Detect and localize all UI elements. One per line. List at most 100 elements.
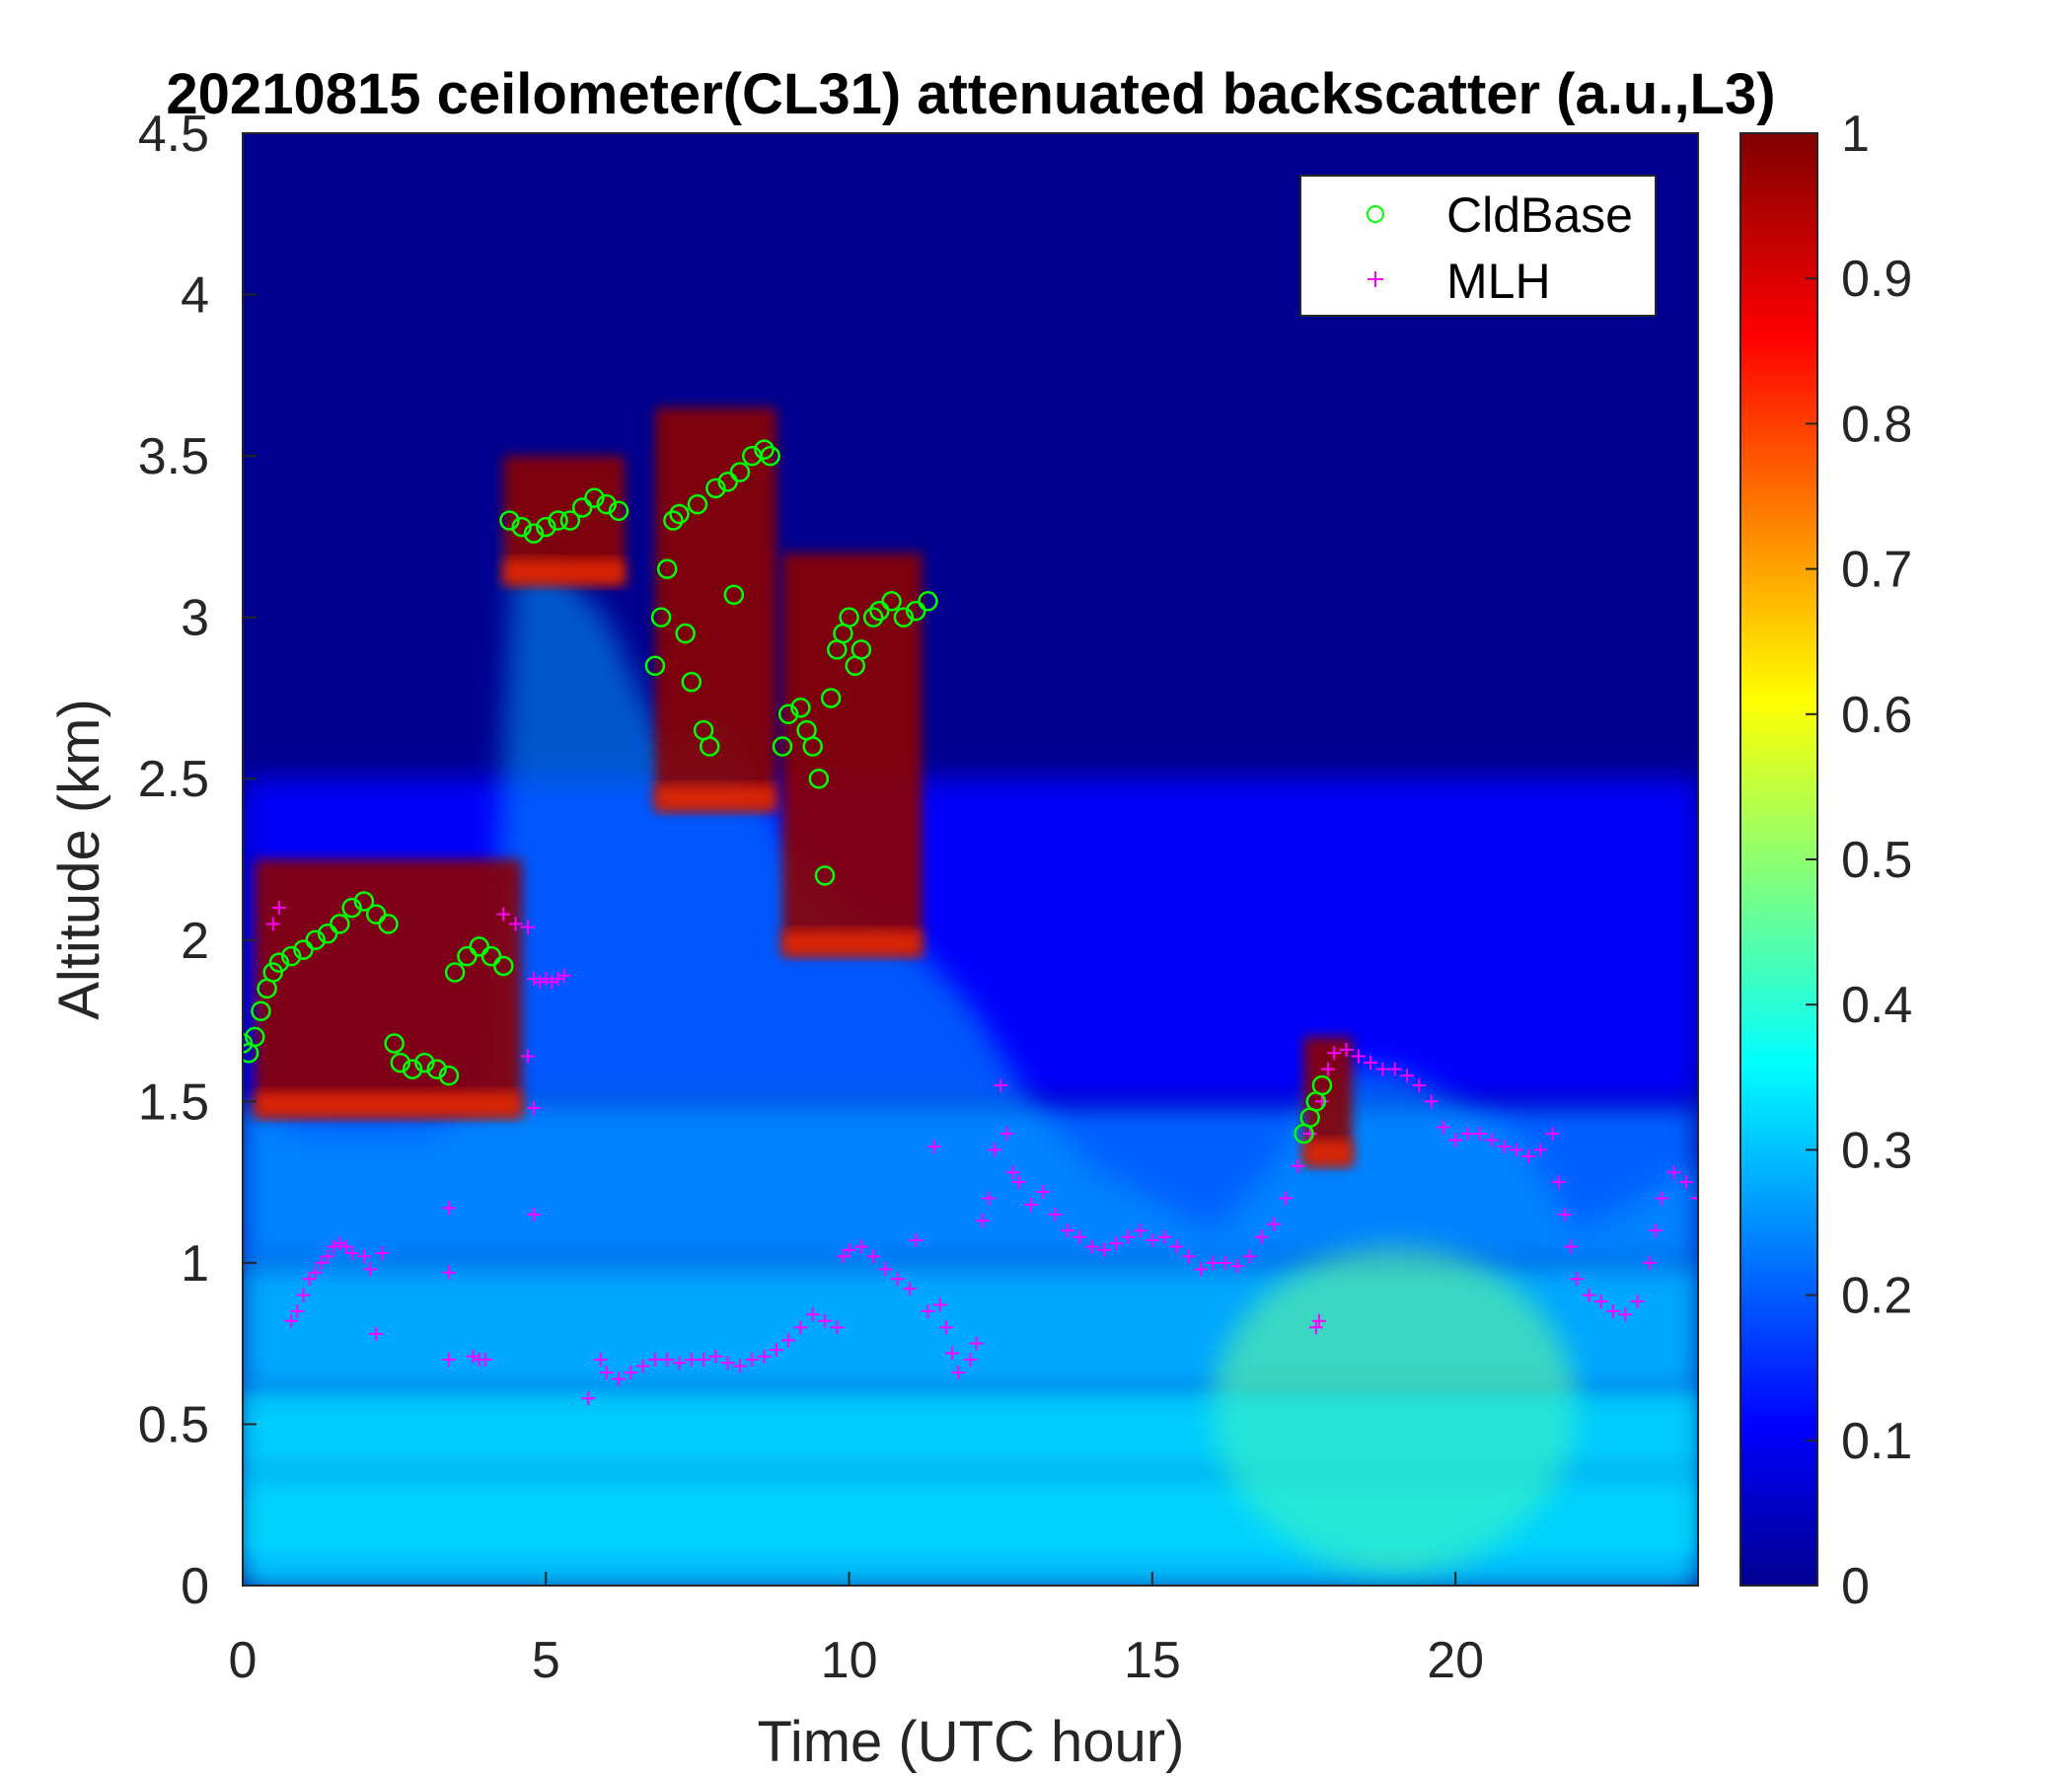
mlh-point [757, 1349, 772, 1364]
mlh-point [624, 1366, 638, 1380]
cldbase-point [839, 607, 859, 628]
mlh-point [1630, 1295, 1645, 1309]
mlh-point [963, 1353, 978, 1368]
y-tick-label: 1.5 [138, 1073, 209, 1131]
x-tick-label: 15 [1124, 1632, 1181, 1689]
mlh-point [478, 1353, 492, 1368]
mlh-point [1279, 1191, 1294, 1206]
cldbase-point [723, 584, 745, 606]
cldbase-point [814, 865, 836, 886]
cldbase-point [699, 736, 720, 757]
mlh-point [556, 968, 571, 983]
mlh-point [769, 1343, 783, 1358]
cldbase-point [402, 1059, 423, 1079]
colorbar-tick-label: 0.3 [1841, 1122, 1912, 1179]
mlh-point [932, 1297, 947, 1312]
cloud-echo [781, 553, 923, 957]
cldbase-point [559, 510, 581, 531]
cldbase-point [675, 623, 696, 644]
mlh-point [1266, 1217, 1281, 1231]
mlh-point [938, 1320, 953, 1335]
mlh-point [1545, 1127, 1560, 1142]
y-tick-label: 4 [181, 267, 209, 325]
mlh-point [1387, 1062, 1402, 1076]
plot-frame [242, 132, 1699, 1587]
mlh-point [338, 1239, 353, 1254]
mlh-point [909, 1232, 924, 1247]
x-axis-label: Time (UTC hour) [758, 1710, 1185, 1774]
colorbar-tick-label: 0.2 [1841, 1268, 1912, 1325]
cldbase-point [523, 523, 545, 544]
mlh-point [890, 1272, 905, 1287]
x-tick-label: 0 [229, 1632, 258, 1689]
colorbar-tick-label: 0.7 [1841, 542, 1912, 599]
cloud-echo-edge [781, 929, 923, 957]
mlh-point [1400, 1069, 1414, 1083]
legend-cldbase-marker [1367, 205, 1384, 223]
mlh-point [265, 917, 280, 931]
cldbase-point [820, 688, 842, 708]
cloud-echo-edge [503, 558, 626, 585]
mlh-point [684, 1353, 699, 1368]
mlh-point [1206, 1255, 1221, 1270]
mlh-point [1023, 1198, 1038, 1213]
y-tick-label: 4.5 [138, 106, 209, 163]
cldbase-point [808, 768, 830, 789]
mlh-point [866, 1249, 881, 1264]
y-tick-label: 3.5 [138, 428, 209, 485]
mlh-point [321, 1249, 335, 1264]
mlh-point [369, 1326, 384, 1341]
mlh-point [720, 1356, 735, 1370]
mlh-point [527, 1100, 541, 1115]
mlh-point [1169, 1239, 1184, 1254]
mlh-point [1551, 1175, 1566, 1190]
mlh-point [1557, 1207, 1572, 1221]
y-tick-label: 1 [181, 1235, 209, 1293]
mlh-point [290, 1303, 305, 1318]
mlh-point [1242, 1249, 1257, 1264]
cldbase-point [681, 671, 703, 693]
mlh-point [1291, 1158, 1305, 1173]
cldbase-point [280, 945, 302, 967]
mlh-point [593, 1353, 608, 1368]
legend-mlh-marker [1368, 271, 1383, 287]
mlh-point [1121, 1229, 1136, 1244]
cloud-echo-edge [255, 1091, 522, 1118]
mlh-point [926, 1140, 941, 1154]
mlh-point [1472, 1127, 1487, 1142]
cldbase-point [390, 1052, 411, 1073]
mlh-point [853, 1239, 868, 1254]
cldbase-point [268, 952, 290, 973]
cldbase-point [317, 923, 338, 944]
mlh-point [921, 1303, 935, 1318]
cldbase-point [650, 607, 672, 628]
cldbase-point [717, 472, 738, 492]
x-tick-label: 20 [1427, 1632, 1484, 1689]
mlh-point [545, 975, 559, 990]
cldbase-point [1311, 1074, 1333, 1096]
cldbase-point [481, 945, 502, 967]
mlh-point [1308, 1320, 1323, 1335]
cldbase-point [705, 478, 726, 499]
mlh-point [581, 1391, 596, 1406]
cldbase-point [378, 914, 399, 934]
mlh-point [1648, 1223, 1663, 1238]
cldbase-point [365, 904, 387, 925]
cloud-echo-edge [1303, 1140, 1353, 1166]
cldbase-point [669, 503, 690, 525]
cldbase-point [663, 510, 684, 531]
legend: CldBase MLH [1299, 175, 1657, 317]
mlh-point [1096, 1242, 1111, 1257]
cldbase-point [414, 1052, 435, 1073]
y-tick-label: 0.5 [138, 1396, 209, 1453]
cldbase-point [760, 445, 780, 467]
cldbase-point [754, 439, 775, 460]
y-tick-label: 0 [181, 1558, 209, 1615]
mlh-point [1157, 1229, 1172, 1244]
mlh-point [1448, 1133, 1463, 1147]
mlh-point [375, 1246, 390, 1261]
mlh-point [1084, 1239, 1099, 1254]
mlh-point [1229, 1259, 1244, 1274]
mlh-point [1436, 1120, 1450, 1135]
mlh-point [296, 1288, 311, 1302]
